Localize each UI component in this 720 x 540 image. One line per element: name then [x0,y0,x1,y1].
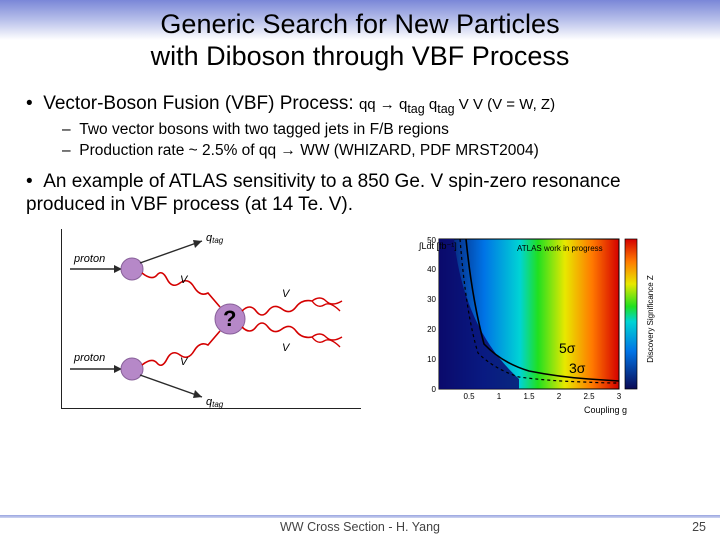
subbullet-1: – Two vector bosons with two tagged jets… [62,120,700,141]
lbl-V1: V [180,274,189,286]
lbl-V3: V [282,288,291,300]
svg-text:10: 10 [427,355,436,364]
footer-bar [0,515,720,518]
title-line-2: with Diboson through VBF Process [151,41,570,71]
ylabel: ∫Ldt [fb⁻¹] [418,241,457,251]
blob-question-mark: ? [223,306,236,332]
subbullet-2: – Production rate ~ 2.5% of qq → WW (WHI… [62,141,700,162]
b1-q2: q [425,96,438,113]
lbl-qtag2: qtag [206,396,224,409]
b2-text: An example of ATLAS sensitivity to a 850… [26,171,621,216]
bullet-vbf: • Vector-Boson Fusion (VBF) Process: qq … [26,93,700,116]
lbl-V4: V [282,342,291,354]
label-3sigma: 3σ [569,360,585,376]
svg-text:20: 20 [427,325,436,334]
slide-number: 25 [692,520,706,534]
svg-text:40: 40 [427,265,436,274]
svg-text:0: 0 [432,385,437,394]
feynman-diagram: proton proton qtag qtag V V V V ? [61,229,361,409]
slide-title: Generic Search for New Particles with Di… [0,0,720,85]
label-5sigma: 5σ [559,340,575,356]
cbar-label: Discovery Significance Z [646,275,655,363]
figure-row: proton proton qtag qtag V V V V ? [20,229,700,419]
lbl-V2: V [180,356,189,368]
svg-text:30: 30 [427,295,436,304]
svg-text:1: 1 [497,392,502,401]
b1-sub2: tag [437,102,454,116]
content-region: • Vector-Boson Fusion (VBF) Process: qq … [0,93,720,419]
svg-text:2: 2 [557,392,562,401]
b1-text: Vector-Boson Fusion (VBF) Process: [43,93,359,114]
sens-svg: 0 10 20 30 40 50 0.5 1 1.5 2 2.5 3 [409,229,659,419]
title-line-1: Generic Search for New Particles [160,9,559,39]
b1-sub1: tag [407,102,424,116]
feynman-svg: proton proton qtag qtag V V V V [62,229,362,409]
lbl-proton2: proton [73,352,105,364]
sb1-text: Two vector bosons with two tagged jets i… [79,121,449,138]
svg-text:3: 3 [617,392,622,401]
atlas-wip-label: ATLAS work in progress [517,244,603,253]
lbl-proton1: proton [73,253,105,265]
xlabel: Coupling g [584,405,627,415]
footer-text: WW Cross Section - H. Yang [0,520,720,534]
svg-text:0.5: 0.5 [463,392,475,401]
svg-text:2.5: 2.5 [583,392,595,401]
b1-vv: V V (V = W, Z) [459,96,555,113]
lbl-qtag1: qtag [206,232,224,245]
sensitivity-plot: 0 10 20 30 40 50 0.5 1 1.5 2 2.5 3 [409,229,659,419]
b1-tail: qq → q [359,96,407,113]
bullet-example: • An example of ATLAS sensitivity to a 8… [26,170,700,218]
svg-text:1.5: 1.5 [523,392,535,401]
sb2-text: Production rate ~ 2.5% of qq → WW (WHIZA… [79,142,539,159]
